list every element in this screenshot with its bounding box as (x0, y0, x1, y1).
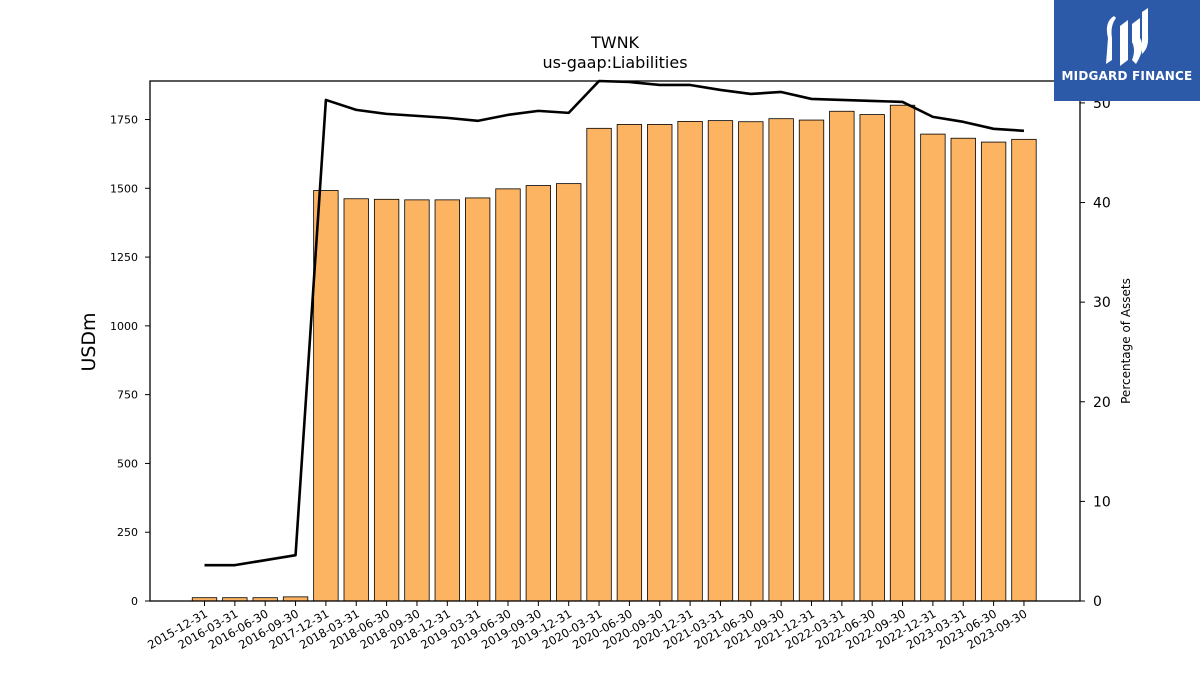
midgard-logo-icon (1106, 8, 1149, 66)
y-axis-label: USDm (78, 312, 100, 371)
bar-2017-12-31 (313, 190, 339, 602)
chart-subtitle: us-gaap:Liabilities (542, 53, 687, 72)
bar-2019-03-31 (464, 197, 491, 602)
bar-2018-06-30 (373, 198, 400, 602)
y2-tick-label: 10 (1093, 494, 1111, 510)
y2-tick-label: 30 (1093, 295, 1111, 311)
chart-title: TWNK (590, 33, 640, 52)
bar-2018-12-31 (434, 199, 460, 602)
y-tick-label: 1750 (110, 114, 138, 127)
bar-2022-12-31 (920, 133, 946, 602)
bar-2018-09-30 (404, 199, 430, 602)
bar-2020-03-31 (586, 127, 612, 602)
midgard-finance-logo: MIDGARD FINANCE (1054, 0, 1200, 101)
y-tick-label: 1000 (110, 320, 138, 333)
bar-2022-09-30 (889, 104, 916, 602)
bar-2019-09-30 (525, 185, 551, 602)
bar-2020-09-30 (647, 124, 673, 602)
bar-2019-06-30 (495, 188, 521, 602)
y-tick-label: 250 (117, 526, 138, 539)
bar-2022-06-30 (859, 114, 885, 602)
bar-2021-06-30 (738, 121, 764, 602)
bar-2023-03-31 (950, 137, 976, 602)
bar-2021-12-31 (798, 119, 825, 602)
bar-2023-06-30 (980, 141, 1007, 602)
y-tick-label: 500 (117, 457, 138, 470)
plot-frame (149, 80, 1081, 602)
bar-2018-03-31 (343, 198, 369, 602)
bar-2022-03-31 (829, 110, 855, 602)
y-tick-label: 1250 (110, 251, 138, 264)
y2-tick-label: 20 (1093, 395, 1111, 411)
bar-2023-09-30 (1011, 138, 1037, 602)
bar-group (191, 104, 1037, 602)
bar-2021-09-30 (768, 118, 794, 602)
y-tick-label: 750 (117, 389, 138, 402)
logo-text: MIDGARD FINANCE (1061, 69, 1193, 83)
bar-2020-06-30 (616, 124, 643, 602)
y-tick-label: 1500 (110, 182, 138, 195)
y2-tick-label: 40 (1093, 196, 1111, 212)
y-tick-label: 0 (131, 595, 138, 608)
bar-2021-03-31 (707, 120, 734, 602)
y2-axis-label: Percentage of Assets (1119, 278, 1133, 404)
bar-2019-12-31 (556, 183, 582, 602)
bar-2020-12-31 (677, 121, 703, 602)
y2-tick-label: 0 (1093, 594, 1102, 610)
